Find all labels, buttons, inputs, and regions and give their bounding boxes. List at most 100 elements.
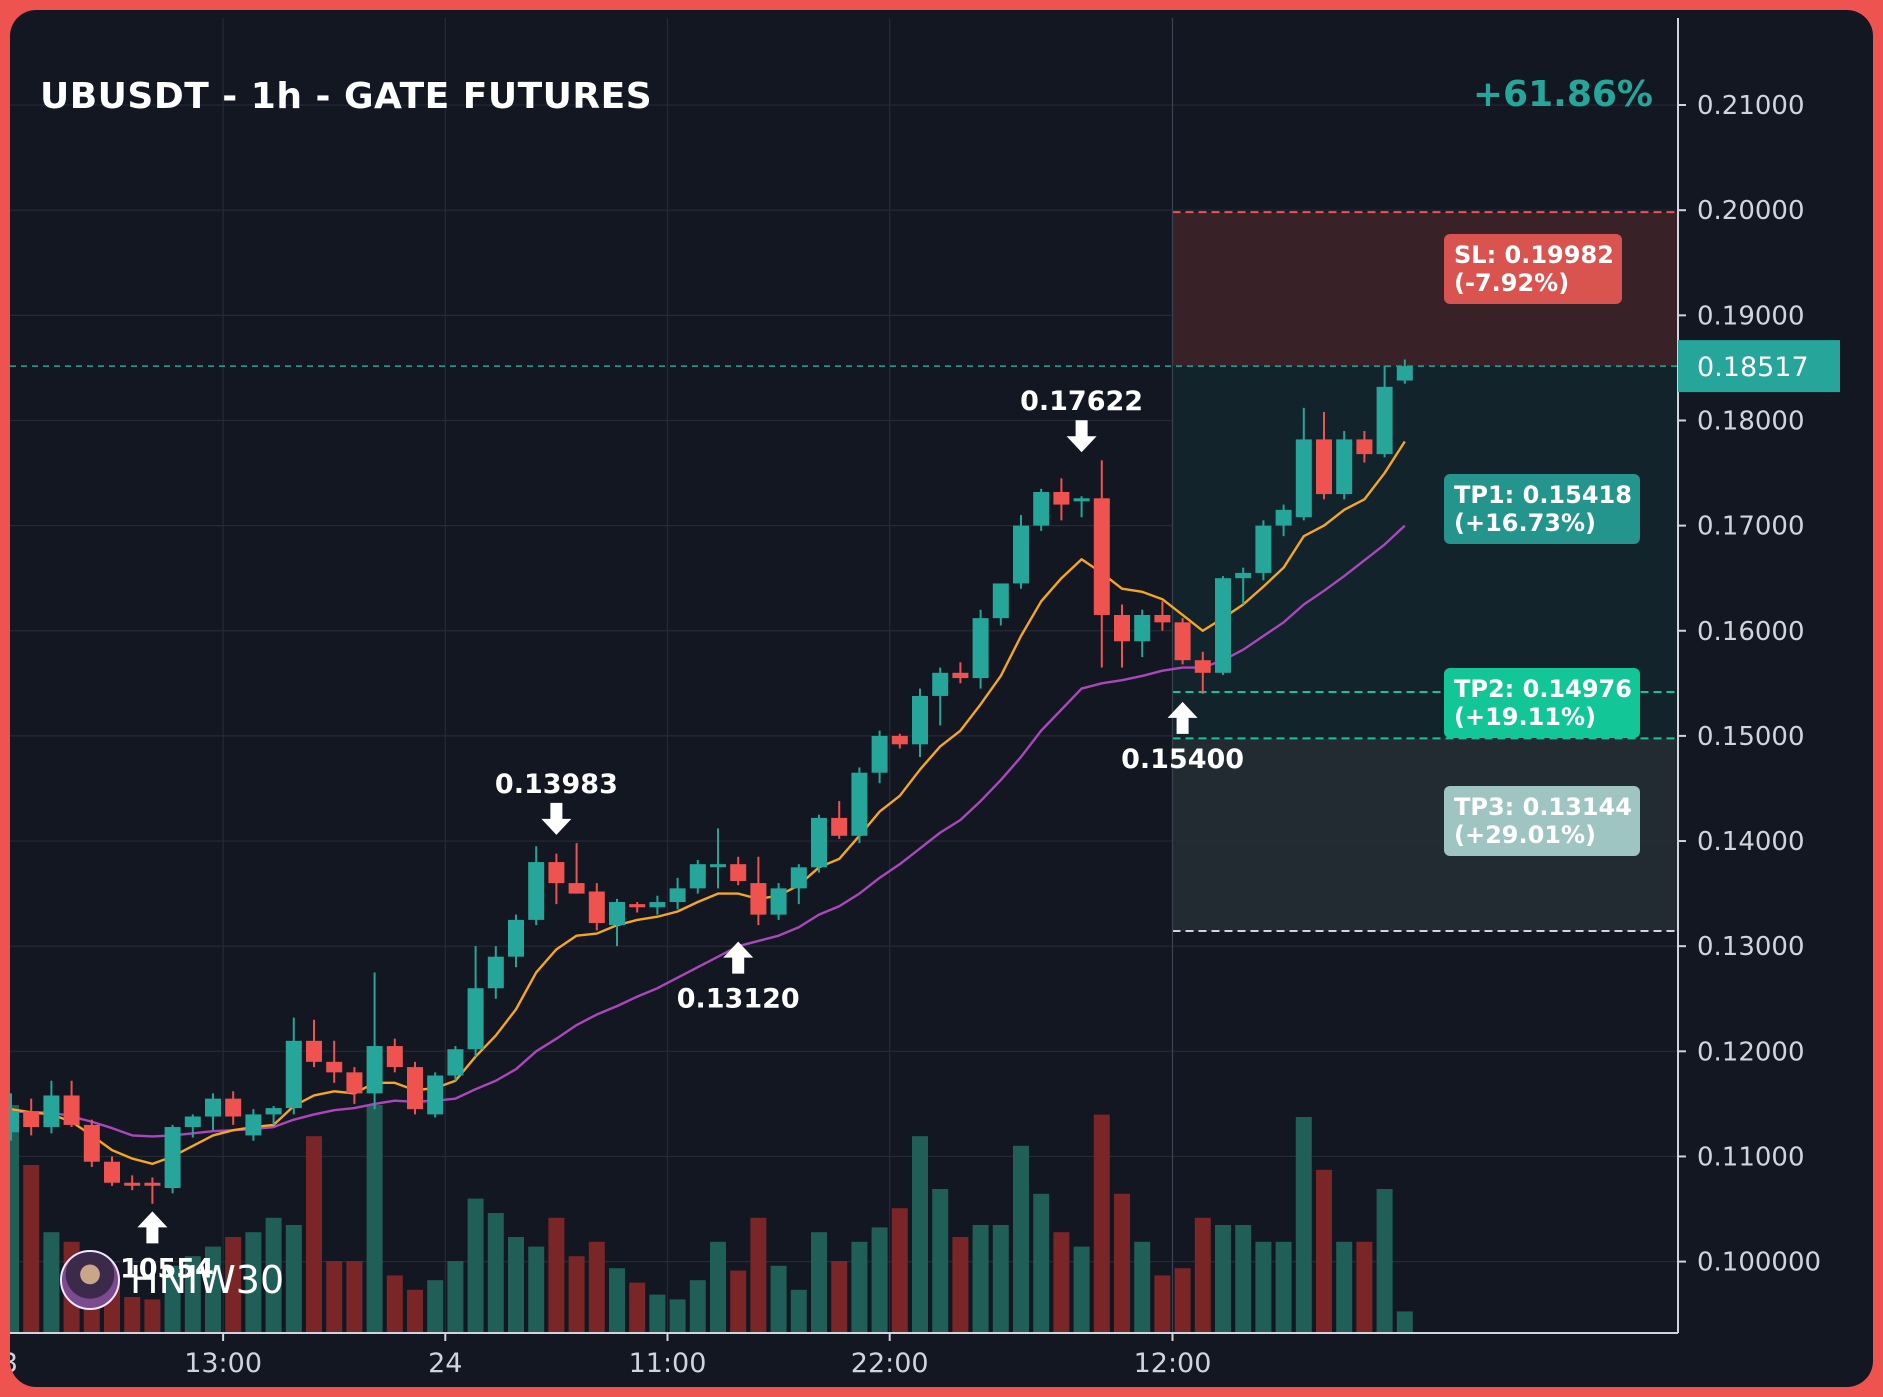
stop-loss-label: SL: 0.19982 (-7.92%) — [1444, 234, 1622, 304]
candle-body — [710, 864, 726, 868]
candle-body — [669, 888, 686, 903]
volume-bar — [972, 1225, 989, 1333]
price-axis-label: 0.14000 — [1697, 827, 1805, 857]
volume-bar — [144, 1299, 161, 1333]
time-axis-label: 23 — [10, 1348, 18, 1379]
candle-body — [1376, 386, 1393, 455]
candle-body — [1134, 614, 1151, 642]
candle-body — [1215, 578, 1231, 673]
candle-body — [1275, 509, 1292, 526]
volume-bar — [1215, 1225, 1231, 1333]
candle-body — [1174, 622, 1191, 661]
volume-bar — [10, 1105, 19, 1333]
candle-body — [487, 956, 504, 989]
volume-bar — [1114, 1193, 1130, 1333]
volume-bar — [1336, 1241, 1353, 1333]
volume-bar — [689, 1280, 706, 1333]
arrow-up-icon — [1167, 701, 1198, 734]
price-axis-label: 0.100000 — [1697, 1248, 1821, 1278]
volume-bar — [427, 1280, 444, 1333]
take-profit-1-price: TP1: 0.15418 — [1454, 481, 1632, 509]
current-price-badge — [1678, 340, 1840, 393]
volume-bar — [1255, 1241, 1272, 1333]
candle-body — [144, 1182, 161, 1186]
candle-body — [912, 695, 928, 745]
price-axis-label: 0.15000 — [1697, 722, 1805, 752]
volume-bar — [1275, 1241, 1292, 1333]
volume-bar — [528, 1246, 545, 1333]
volume-bar — [1396, 1311, 1413, 1333]
candle-body — [770, 888, 787, 915]
volume-bar — [811, 1232, 827, 1333]
volume-bar — [609, 1268, 625, 1333]
candle-body — [811, 817, 827, 868]
candle-body — [104, 1161, 120, 1183]
take-profit-2-price: TP2: 0.14976 — [1454, 675, 1632, 703]
take-profit-2-label: TP2: 0.14976 (+19.11%) — [1444, 668, 1640, 738]
take-profit-2-percent: (+19.11%) — [1454, 703, 1597, 731]
stop-loss-price: SL: 0.19982 — [1454, 241, 1614, 269]
volume-bar — [1316, 1169, 1332, 1333]
volume-bar — [952, 1237, 969, 1333]
price-axis-label: 0.11000 — [1697, 1142, 1805, 1172]
candle-body — [326, 1061, 343, 1073]
candle-body — [1073, 498, 1090, 502]
volume-bar — [407, 1289, 423, 1333]
watermark-name: HNIW30 — [130, 1258, 285, 1302]
candle-body — [10, 1111, 19, 1133]
candle-body — [1235, 572, 1252, 579]
volume-bar — [891, 1208, 908, 1333]
price-annotation: 0.15400 — [1121, 744, 1244, 775]
candle-body — [528, 862, 545, 920]
candle-body — [609, 902, 625, 926]
candle-body — [689, 864, 706, 889]
take-profit-1-percent: (+16.73%) — [1454, 509, 1597, 537]
candle-body — [205, 1098, 221, 1117]
candle-body — [184, 1116, 201, 1128]
candle-body — [871, 735, 888, 773]
volume-bar — [43, 1232, 60, 1333]
volume-bar — [730, 1270, 747, 1333]
candle-body — [1033, 491, 1050, 526]
volume-bar — [710, 1241, 726, 1333]
volume-bar — [1154, 1275, 1171, 1333]
candle-body — [1396, 366, 1413, 381]
volume-bar — [1073, 1246, 1090, 1333]
volume-bar — [568, 1256, 585, 1333]
price-axis-label: 0.20000 — [1697, 196, 1805, 226]
candle-body — [568, 883, 585, 894]
volume-bar — [1033, 1193, 1050, 1333]
candle-body — [831, 817, 848, 836]
volume-bar — [548, 1217, 565, 1333]
candle-body — [447, 1049, 464, 1076]
candle-body — [588, 891, 605, 924]
candle-body — [164, 1127, 181, 1189]
take-profit-1-label: TP1: 0.15418 (+16.73%) — [1444, 474, 1640, 544]
volume-bar — [265, 1217, 282, 1333]
candle-body — [245, 1114, 262, 1136]
candle-body — [225, 1098, 242, 1117]
candle-body — [649, 902, 666, 908]
price-annotation: 0.17622 — [1020, 386, 1143, 417]
candle-body — [750, 883, 767, 915]
volume-bar — [1013, 1145, 1029, 1333]
candle-body — [629, 904, 646, 908]
volume-bar — [1134, 1241, 1151, 1333]
arrow-down-icon — [541, 802, 572, 835]
volume-bar — [1295, 1117, 1312, 1333]
volume-bar — [649, 1294, 666, 1333]
candle-body — [407, 1067, 423, 1110]
price-axis-label: 0.13000 — [1697, 932, 1805, 962]
volume-bar — [487, 1213, 504, 1333]
volume-bar — [1053, 1232, 1070, 1333]
current-price-label: 0.18517 — [1697, 352, 1809, 383]
candle-body — [1154, 614, 1171, 623]
volume-bar — [245, 1232, 262, 1333]
candle-body — [63, 1095, 80, 1125]
price-axis-label: 0.21000 — [1697, 91, 1805, 121]
candle-body — [285, 1040, 302, 1109]
candle-body — [972, 618, 989, 679]
candle-body — [346, 1072, 363, 1094]
volume-bar — [386, 1275, 403, 1333]
chart-frame: 0.10554 0.13983 0.13120 0.17622 0.15400 0.210… — [10, 10, 1873, 1387]
